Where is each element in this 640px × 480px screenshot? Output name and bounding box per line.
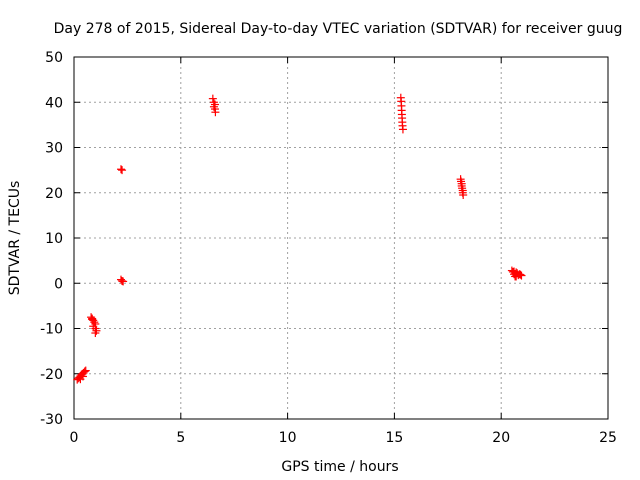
y-tick-label: 50 — [45, 50, 63, 66]
data-point — [517, 271, 526, 280]
x-tick-label: 10 — [279, 430, 297, 446]
data-point — [512, 268, 521, 277]
data-points — [73, 93, 526, 384]
y-axis-label: SDTVAR / TECUs — [7, 181, 23, 296]
y-tick-label: -30 — [40, 412, 63, 428]
x-tick-label: 15 — [385, 430, 403, 446]
data-point — [119, 277, 128, 286]
x-tick-label: 0 — [70, 430, 79, 446]
data-point — [516, 270, 525, 279]
data-point — [78, 372, 87, 381]
data-point — [88, 315, 97, 324]
data-point — [91, 329, 100, 338]
data-point — [398, 125, 407, 134]
data-point — [81, 366, 90, 375]
data-point — [459, 191, 468, 200]
x-tick-label: 25 — [599, 430, 617, 446]
x-axis-label: GPS time / hours — [281, 459, 398, 475]
y-tick-label: 20 — [45, 186, 63, 202]
y-tick-label: 40 — [45, 95, 63, 111]
y-tick-label: 0 — [54, 276, 63, 292]
x-tick-label: 20 — [492, 430, 510, 446]
data-point — [118, 166, 127, 175]
y-tick-label: 30 — [45, 141, 63, 157]
x-tick-label: 5 — [176, 430, 185, 446]
y-tick-label: 10 — [45, 231, 63, 247]
chart-title: Day 278 of 2015, Sidereal Day-to-day VTE… — [54, 21, 623, 37]
data-point — [80, 367, 89, 376]
data-point — [208, 94, 217, 103]
data-point — [116, 165, 125, 174]
y-tick-label: -20 — [40, 367, 63, 383]
data-point — [211, 108, 220, 117]
grid-lines — [74, 57, 608, 419]
data-point — [116, 275, 125, 284]
axis-ticks: 0 5 10 15 20 25 -30 -20 -10 0 10 20 30 40 50 — [40, 50, 617, 446]
y-tick-label: -10 — [40, 322, 63, 338]
